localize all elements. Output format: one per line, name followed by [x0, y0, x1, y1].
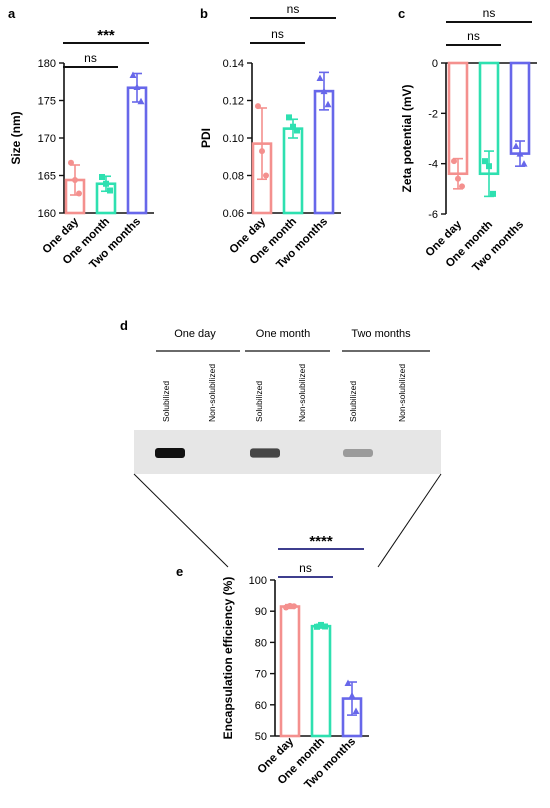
significance-label: ns	[271, 27, 284, 41]
data-point	[486, 163, 492, 170]
data-point	[255, 103, 261, 110]
bar	[447, 61, 469, 176]
y-tick-label: 180	[38, 58, 56, 70]
significance-label: ****	[309, 533, 333, 550]
gel-lane-label: Non-solubilized	[297, 364, 307, 422]
bar	[126, 86, 148, 215]
y-axis-label: PDI	[199, 128, 213, 148]
gel-band	[250, 448, 280, 458]
bar	[310, 624, 332, 738]
data-point	[318, 621, 324, 628]
significance-label: ***	[97, 27, 115, 44]
data-point	[320, 87, 328, 95]
data-point	[344, 679, 352, 686]
data-point	[76, 190, 82, 197]
data-point	[322, 623, 328, 630]
data-point	[107, 187, 113, 194]
data-point	[72, 177, 78, 183]
data-point	[324, 100, 332, 108]
data-point	[459, 183, 465, 190]
bar	[279, 605, 301, 738]
gel-group-label: One month	[256, 328, 310, 340]
panel-label-e: e	[176, 564, 183, 579]
data-point	[294, 127, 300, 134]
data-point	[133, 83, 141, 90]
gel-lane-label: Solubilized	[348, 381, 358, 422]
gel-lane-label: Non-solubilized	[397, 364, 407, 422]
panel-label-c: c	[398, 6, 405, 21]
y-tick-label: -4	[428, 159, 438, 171]
significance-label: ns	[467, 29, 480, 43]
y-tick-label: 175	[38, 96, 56, 108]
data-point	[263, 172, 269, 179]
y-axis-label: Zeta potential (mV)	[400, 84, 414, 192]
data-point	[314, 623, 320, 630]
y-tick-label: 70	[255, 669, 267, 681]
data-point	[516, 150, 524, 157]
panel-label-a: a	[8, 6, 16, 21]
y-tick-label: 60	[255, 700, 267, 712]
data-point	[451, 158, 457, 165]
y-axis-label: Size (nm)	[9, 111, 23, 164]
y-tick-label: 100	[249, 575, 267, 587]
gel-band	[155, 448, 185, 458]
data-point	[137, 97, 145, 105]
gel-image-panel: One day One month Two months Solubilized Non…	[133, 328, 442, 568]
y-tick-label: 0	[432, 58, 438, 70]
significance-label: ns	[483, 6, 496, 20]
gel-band	[343, 448, 373, 458]
data-point	[129, 71, 137, 78]
panel-label-d: d	[120, 318, 128, 333]
data-point	[99, 174, 105, 180]
bar	[282, 127, 304, 215]
y-tick-label: 0.12	[223, 96, 244, 108]
y-tick-label: 0.10	[223, 133, 244, 145]
y-axis-label: Encapsulation efficiency (%)	[221, 577, 235, 740]
significance-label: ns	[287, 2, 300, 16]
data-point	[286, 114, 292, 121]
data-point	[520, 160, 528, 167]
gel-lane-label: Solubilized	[254, 381, 264, 422]
data-point	[290, 123, 296, 130]
data-point	[455, 175, 461, 182]
data-point	[291, 603, 297, 610]
zoom-line-left	[133, 473, 229, 568]
zoom-line-right	[377, 473, 442, 568]
encapsulation-chart: 50 60 70 80 90 100 Encapsulation efficiency (%…	[221, 533, 369, 791]
y-tick-label: 0.08	[223, 171, 244, 183]
y-tick-label: 170	[38, 133, 56, 145]
data-point	[482, 158, 488, 165]
gel-lane-label: Non-solubilized	[207, 364, 217, 422]
y-tick-label: 165	[38, 171, 56, 183]
data-point	[490, 190, 496, 197]
data-point	[68, 159, 74, 166]
significance-label: ns	[299, 561, 312, 575]
data-point	[103, 180, 109, 187]
y-tick-label: 0.14	[223, 58, 244, 70]
y-tick-label: -2	[428, 108, 438, 120]
y-tick-label: 50	[255, 731, 267, 743]
data-point	[316, 74, 324, 81]
data-point	[512, 142, 520, 150]
data-point	[259, 148, 265, 155]
panel-label-b: b	[200, 6, 208, 21]
gel-image	[134, 430, 441, 474]
bar	[509, 61, 531, 155]
data-point	[352, 707, 360, 715]
gel-group-label: One day	[174, 328, 216, 340]
y-tick-label: 0.06	[223, 208, 244, 220]
y-tick-label: -6	[428, 209, 438, 221]
gel-group-label: Two months	[351, 328, 411, 340]
data-point	[348, 691, 356, 699]
gel-lane-label: Solubilized	[161, 381, 171, 422]
significance-label: ns	[84, 51, 97, 65]
y-tick-label: 160	[38, 208, 56, 220]
y-tick-label: 90	[255, 606, 267, 618]
y-tick-label: 80	[255, 637, 267, 649]
